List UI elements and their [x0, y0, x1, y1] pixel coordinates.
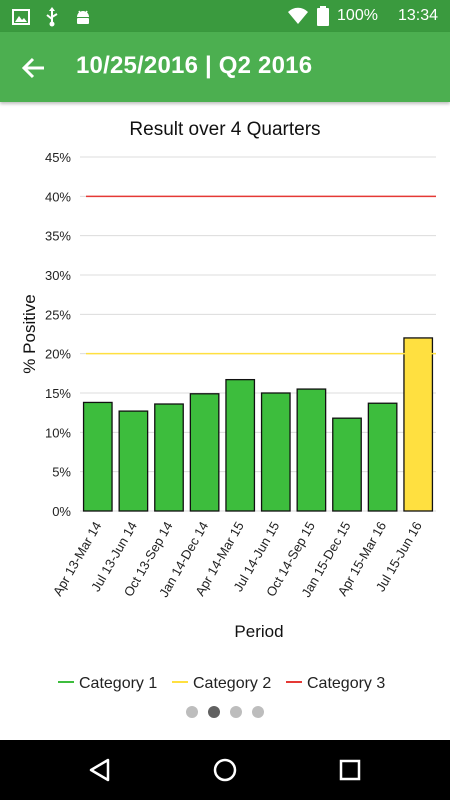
x-axis-label: Period [234, 622, 283, 641]
chart-title: Result over 4 Quarters [129, 119, 320, 140]
back-triangle-icon[interactable] [84, 754, 116, 786]
recents-square-icon[interactable] [334, 754, 366, 786]
legend-item: Category 2 [193, 675, 271, 692]
page-dot[interactable] [208, 706, 220, 718]
clock: 13:34 [397, 7, 438, 24]
battery-percent: 100% [337, 7, 378, 24]
y-tick-label: 0% [52, 504, 71, 519]
arrow-left-icon[interactable] [18, 52, 50, 84]
bar [189, 393, 220, 512]
bar [367, 402, 398, 512]
legend-item: Category 1 [79, 675, 157, 692]
y-tick-label: 5% [52, 465, 71, 480]
battery-icon [317, 6, 330, 26]
app-bar: 10/25/2016 | Q2 2016 [0, 32, 450, 102]
legend-item: Category 3 [307, 675, 385, 692]
page-dot[interactable] [252, 706, 264, 718]
bar [82, 401, 113, 512]
navigation-bar [0, 740, 450, 800]
image-icon [12, 9, 30, 25]
y-tick-label: 25% [45, 307, 71, 322]
page-dot[interactable] [230, 706, 242, 718]
wifi-icon [288, 7, 309, 24]
y-tick-label: 30% [45, 268, 71, 283]
page-dot[interactable] [186, 706, 198, 718]
y-tick-label: 40% [45, 189, 71, 204]
y-tick-label: 45% [45, 150, 71, 165]
page-indicator [0, 706, 450, 718]
bar-chart: Result over 4 Quarters 0% 5% 10% 15% 20% 25% 30… [20, 119, 436, 692]
home-circle-icon[interactable] [209, 754, 241, 786]
notification-icons [12, 7, 92, 27]
bar [296, 388, 327, 512]
bar [118, 410, 149, 512]
usb-icon [46, 7, 58, 27]
bar [332, 417, 362, 512]
bar [154, 403, 184, 512]
android-icon [77, 10, 89, 24]
y-tick-label: 35% [45, 229, 71, 244]
y-tick-label: 15% [45, 386, 71, 401]
bar [260, 392, 291, 512]
bar [225, 378, 256, 512]
y-axis-label: % Positive [20, 294, 39, 373]
page-title: 10/25/2016 | Q2 2016 [76, 52, 313, 79]
status-right: 100% 13:34 [287, 6, 438, 26]
y-tick-label: 20% [45, 347, 71, 362]
status-bar: 100% 13:34 [0, 0, 450, 32]
y-tick-label: 10% [45, 425, 71, 440]
bar [403, 337, 434, 512]
